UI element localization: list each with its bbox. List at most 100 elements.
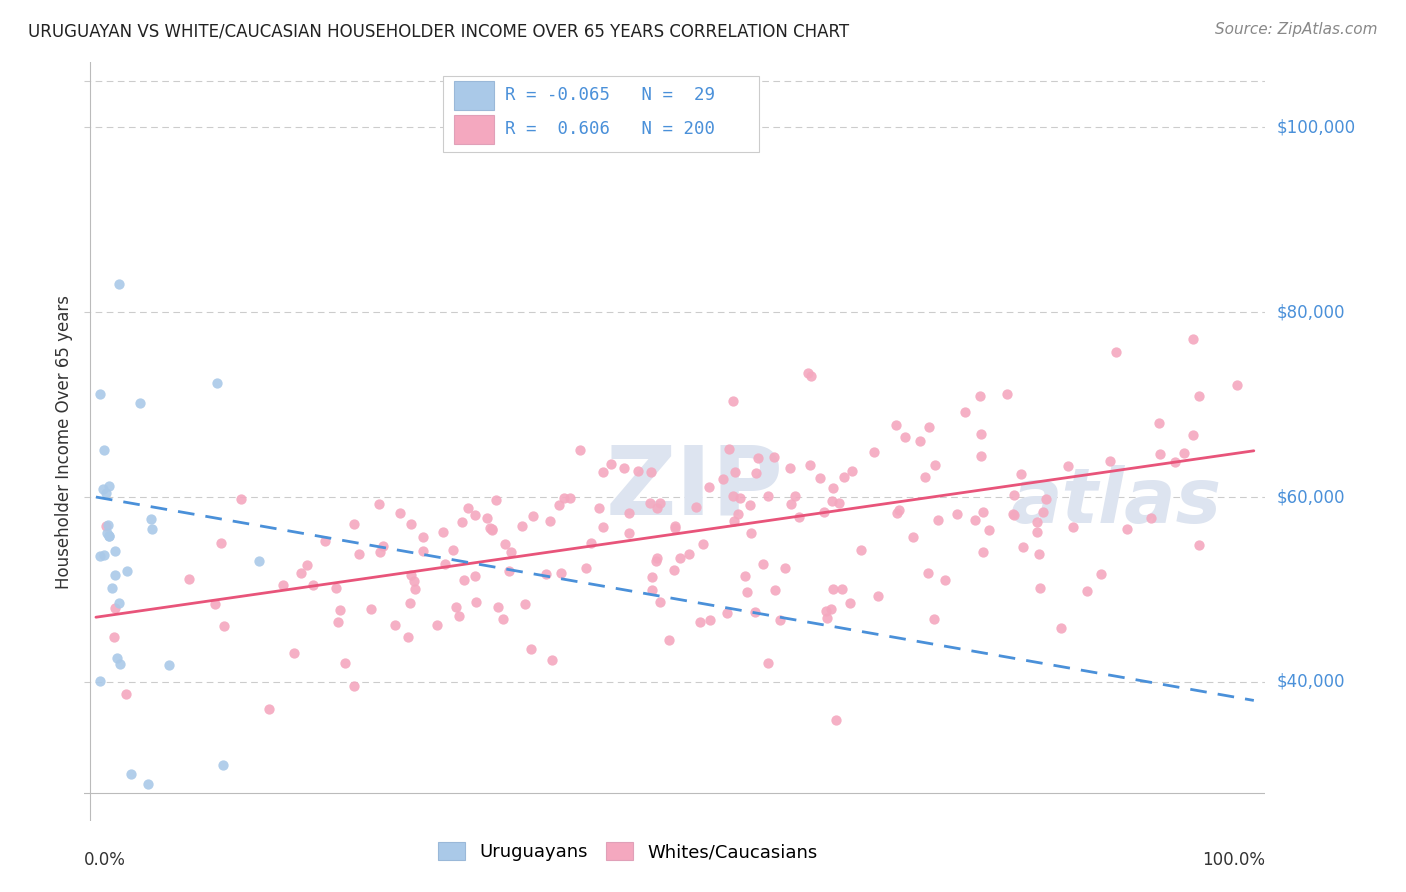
Point (104, 544, 127, 558)
Point (547, 499, 569, 513)
Point (727, 508, 749, 522)
Point (522, 509, 544, 524)
Point (94, 519, 117, 533)
Point (780, 498, 803, 512)
Point (486, 600, 509, 615)
Point (744, 605, 766, 619)
Point (645, 551, 668, 566)
Point (444, 599, 467, 614)
Point (107, 596, 129, 610)
Point (136, 777, 159, 791)
Point (641, 570, 664, 584)
Point (711, 472, 734, 486)
Point (314, 534, 336, 549)
Point (115, 564, 138, 578)
Point (887, 502, 910, 516)
Point (820, 602, 842, 616)
Point (969, 389, 991, 403)
Point (579, 536, 602, 550)
Point (550, 566, 572, 580)
Point (96, 486, 118, 500)
Point (1002, 508, 1025, 522)
Text: R = -0.065   N =  29: R = -0.065 N = 29 (505, 87, 714, 104)
Point (1182, 332, 1205, 346)
Point (426, 618, 449, 632)
Point (645, 500, 668, 515)
Point (568, 443, 591, 458)
Point (384, 617, 406, 632)
Point (1025, 525, 1047, 540)
Point (207, 376, 229, 390)
Point (347, 547, 370, 561)
Point (645, 554, 668, 568)
Point (640, 465, 662, 479)
Text: atlas: atlas (1011, 465, 1222, 539)
Point (828, 496, 851, 510)
Point (953, 405, 976, 419)
Point (773, 561, 796, 575)
Point (808, 471, 831, 485)
Point (89, 549, 111, 564)
Point (934, 573, 956, 587)
Point (434, 557, 457, 571)
Point (204, 597, 226, 611)
Text: R =  0.606   N = 200: R = 0.606 N = 200 (505, 120, 714, 138)
Point (96, 525, 118, 540)
Point (389, 506, 412, 520)
Point (721, 393, 744, 408)
Point (734, 569, 756, 583)
Point (977, 523, 1000, 537)
Point (841, 464, 863, 478)
Point (1012, 540, 1035, 554)
Point (541, 653, 564, 667)
Point (412, 544, 434, 558)
Point (360, 602, 382, 616)
Point (723, 514, 745, 528)
Point (797, 366, 820, 380)
Point (823, 481, 845, 495)
Point (735, 584, 758, 599)
Point (157, 658, 180, 673)
Point (396, 630, 419, 644)
Point (1226, 378, 1249, 392)
Point (769, 613, 792, 627)
Point (664, 519, 686, 533)
Point (575, 560, 598, 574)
Point (98, 529, 121, 543)
Point (520, 642, 543, 657)
Point (108, 657, 131, 672)
Point (927, 513, 949, 527)
Point (1035, 491, 1057, 506)
Point (917, 566, 939, 581)
Point (832, 470, 855, 484)
Point (257, 701, 280, 715)
Point (699, 613, 721, 627)
Point (1057, 458, 1080, 473)
Point (465, 594, 488, 608)
Point (247, 554, 270, 568)
Point (212, 758, 235, 772)
Text: 100.0%: 100.0% (1202, 851, 1265, 869)
Point (1002, 488, 1025, 502)
Point (93, 443, 115, 458)
Point (479, 521, 502, 535)
Point (972, 545, 994, 559)
Point (325, 581, 347, 595)
Point (669, 550, 692, 565)
Point (678, 547, 700, 561)
Point (432, 525, 454, 540)
Point (177, 572, 200, 586)
Point (825, 713, 848, 727)
Point (451, 515, 474, 529)
Text: URUGUAYAN VS WHITE/CAUCASIAN HOUSEHOLDER INCOME OVER 65 YEARS CORRELATION CHART: URUGUAYAN VS WHITE/CAUCASIAN HOUSEHOLDER… (28, 22, 849, 40)
Point (1188, 538, 1211, 552)
Point (326, 615, 349, 629)
Point (724, 465, 747, 479)
Point (89, 673, 111, 688)
Point (141, 522, 163, 536)
Point (1076, 583, 1098, 598)
Text: Source: ZipAtlas.com: Source: ZipAtlas.com (1215, 22, 1378, 37)
Point (1188, 388, 1211, 402)
Point (273, 578, 295, 592)
Point (283, 646, 305, 660)
